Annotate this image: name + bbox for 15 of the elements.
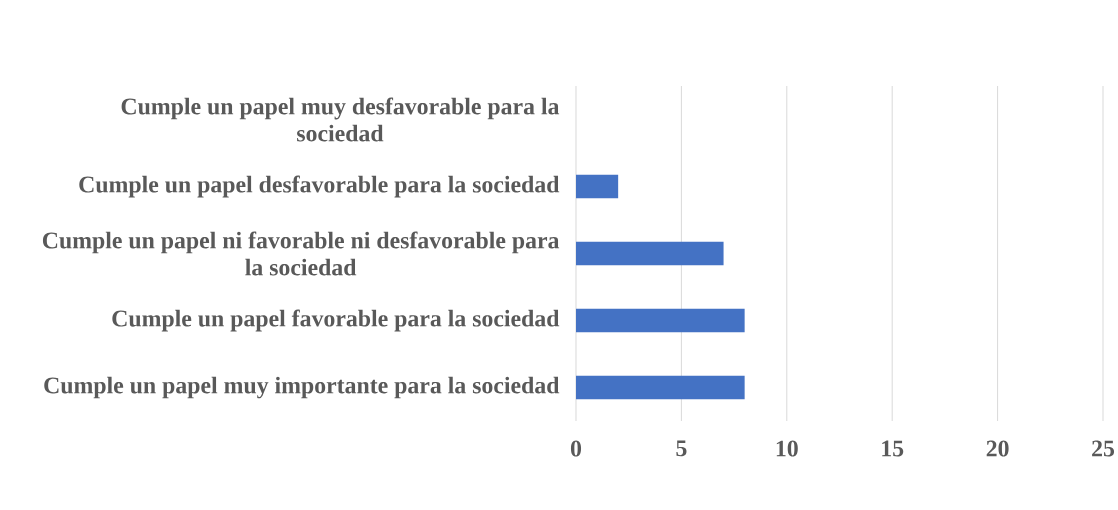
x-tick-label: 5 (676, 440, 687, 457)
bar (576, 174, 619, 199)
x-tick-label: 10 (776, 440, 798, 457)
y-tick-label: Cumple un papel muy desfavorable para la sociedad (121, 97, 560, 142)
x-tick-label: 20 (986, 440, 1009, 457)
y-tick-label: Cumple un papel muy importante para la sociedad (44, 376, 560, 399)
y-tick-label: Cumple un papel desfavorable para la sociedad (79, 175, 560, 198)
y-tick-label: Cumple un papel ni favorable ni desfavorable para la sociedad (42, 231, 560, 276)
x-tick-label: 15 (882, 440, 904, 457)
x-tick-label: 0 (570, 440, 582, 457)
bar (576, 308, 745, 333)
y-tick-label: Cumple un papel favorable para la sociedad (112, 309, 560, 332)
bar (576, 241, 724, 266)
x-tick-label: 25 (1092, 440, 1115, 457)
bar (576, 375, 745, 400)
